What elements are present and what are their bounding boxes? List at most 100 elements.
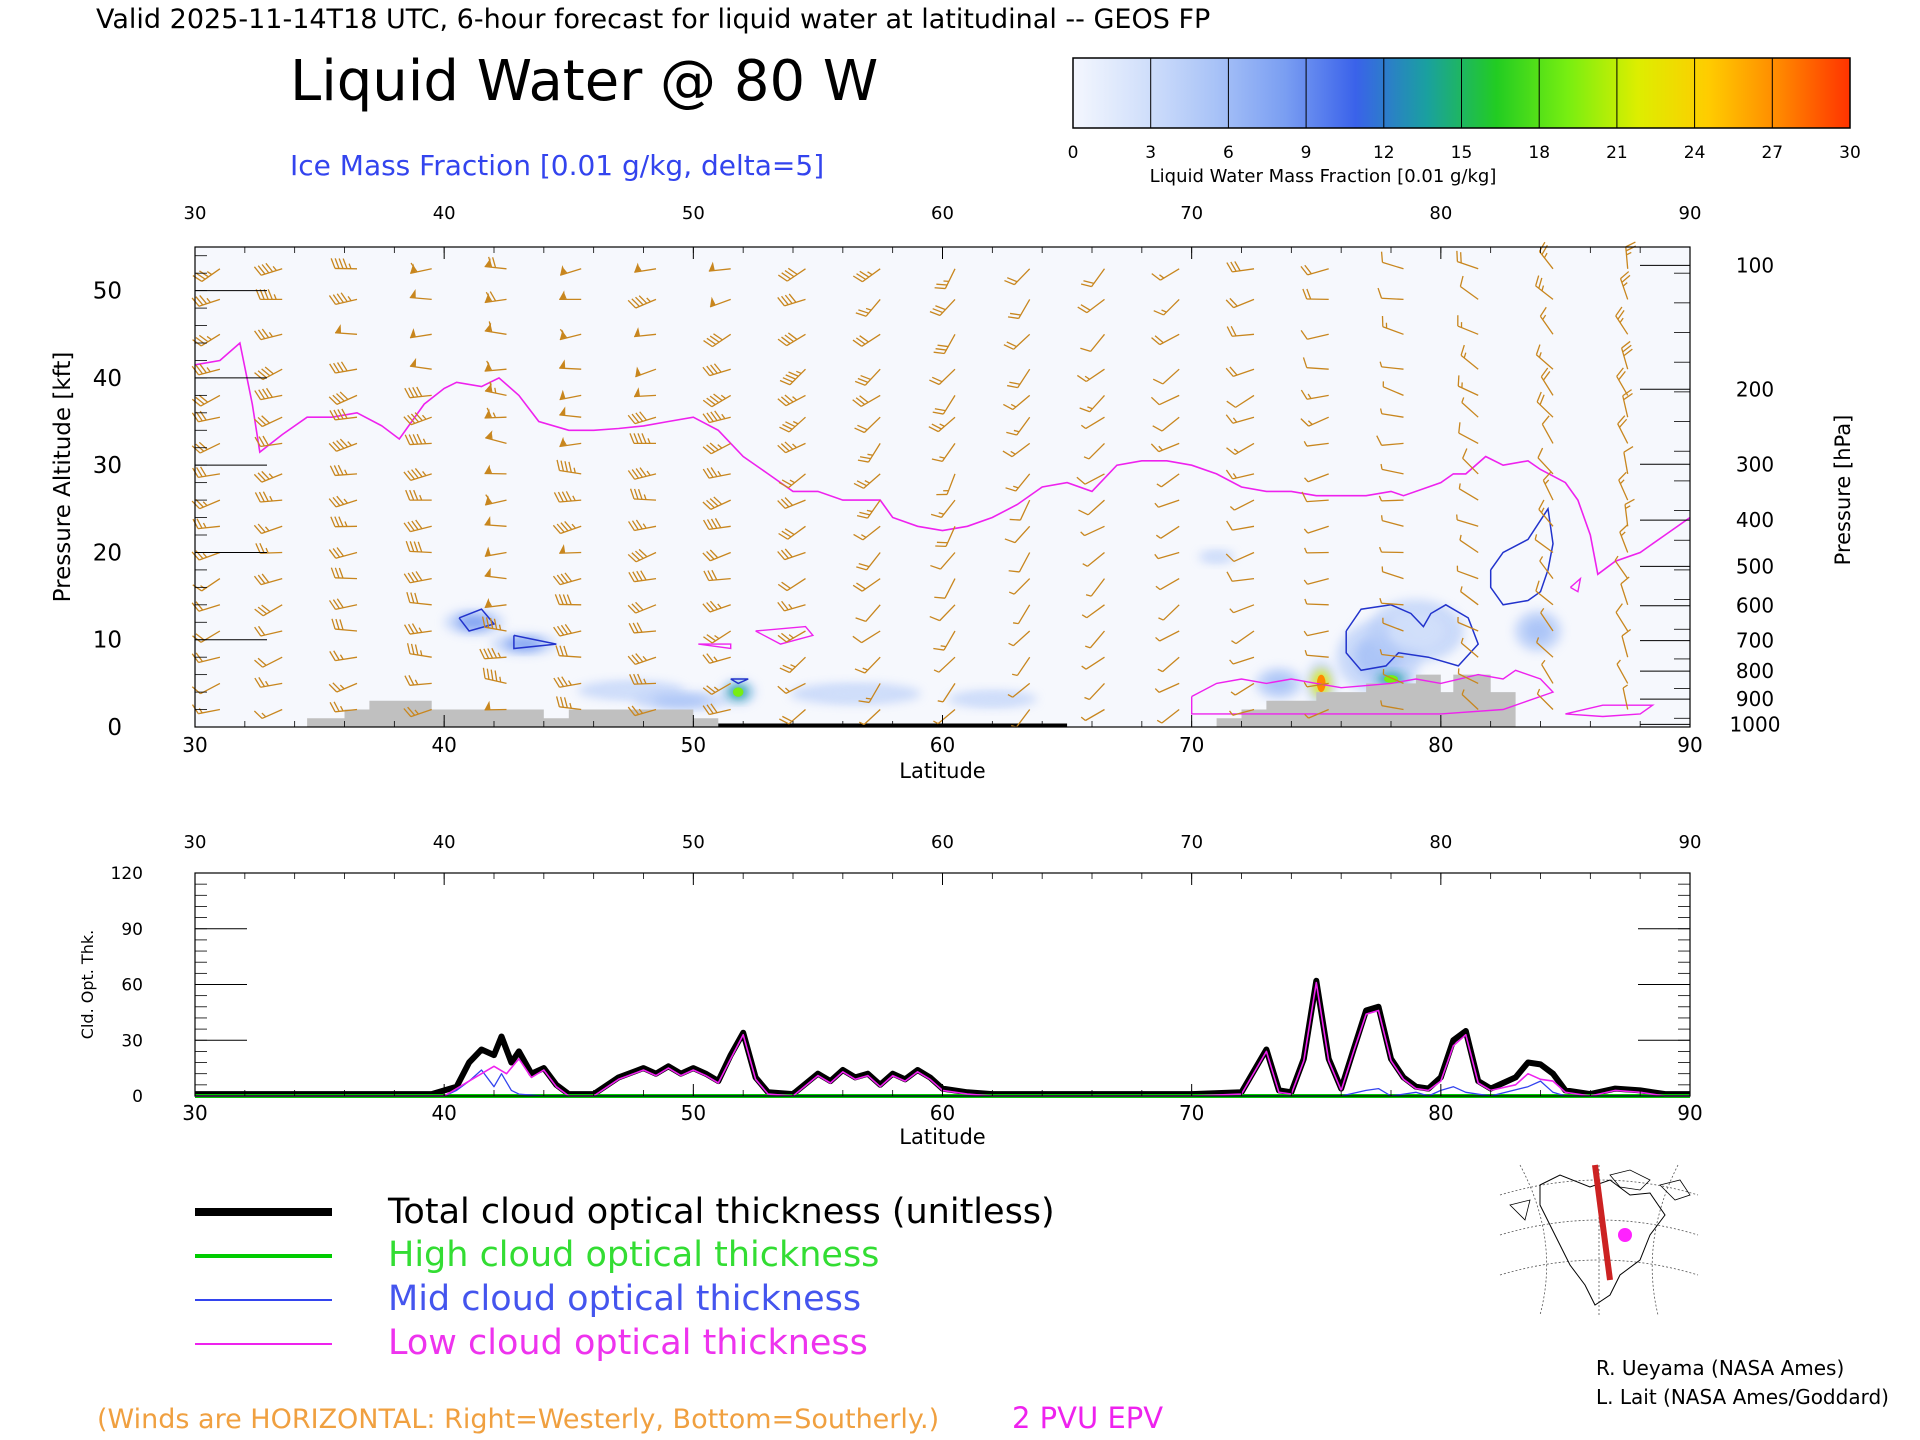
barb-flag	[557, 491, 564, 502]
barb-half	[347, 441, 352, 446]
wind-barb	[484, 464, 507, 475]
barb-half	[788, 604, 793, 610]
barb-shaft	[559, 551, 582, 554]
wind-barb	[1155, 630, 1180, 642]
barb-shaft	[484, 330, 507, 335]
barb-shaft	[1017, 604, 1031, 624]
wind-barb	[559, 389, 582, 401]
barb-flag	[262, 491, 269, 502]
barb-shaft	[1616, 663, 1629, 684]
barb-flag	[485, 617, 490, 629]
barb-half	[1083, 456, 1090, 460]
barb-half	[1381, 566, 1384, 572]
wind-barb	[928, 416, 956, 433]
barb-half	[1158, 445, 1163, 451]
barb-flag	[1300, 265, 1309, 276]
barb-flag	[562, 594, 568, 605]
wind-barb	[627, 601, 657, 614]
lower-x-tick-label: 70	[1179, 1101, 1204, 1125]
barb-flag	[257, 370, 267, 379]
barb-flag	[639, 467, 647, 477]
barb-pennant	[484, 292, 491, 303]
barb-flag	[328, 549, 337, 559]
barb-shaft	[1159, 578, 1180, 591]
barb-flag	[410, 592, 415, 604]
barb-pennant	[409, 357, 417, 367]
barb-shaft	[1307, 525, 1329, 534]
barb-flag	[784, 334, 794, 343]
barb-flag	[403, 573, 411, 584]
barb-flag	[338, 258, 344, 269]
wind-barb	[484, 597, 507, 609]
barb-flag	[858, 309, 869, 314]
wind-barb	[409, 288, 432, 301]
barb-half	[1622, 282, 1628, 287]
barb-flag	[702, 468, 710, 479]
wind-barb	[1080, 708, 1105, 722]
barb-half	[264, 526, 270, 532]
barb-flag	[414, 644, 419, 656]
barb-half	[865, 307, 872, 311]
barb-half	[1008, 591, 1015, 595]
barb-flag	[1226, 520, 1233, 531]
barb-flag	[932, 308, 943, 314]
barb-flag	[637, 488, 643, 500]
wind-barb	[1084, 682, 1105, 701]
colorbar-tick-label: 24	[1684, 143, 1706, 163]
lw-core	[599, 684, 663, 696]
barb-flag	[410, 413, 420, 423]
wind-barb	[1304, 649, 1329, 658]
barb-flag	[555, 696, 560, 707]
barb-flag	[340, 361, 348, 372]
barb-flag	[336, 293, 344, 303]
wind-barb	[405, 489, 432, 501]
wind-barb	[934, 268, 956, 290]
barb-pennant	[335, 324, 342, 334]
barb-flag	[784, 548, 793, 558]
wind-barb	[702, 653, 731, 664]
wind-barb	[479, 647, 507, 660]
barb-half	[1154, 553, 1159, 559]
barb-half	[1080, 716, 1086, 722]
barb-half	[1461, 689, 1465, 695]
wind-barb	[555, 696, 582, 711]
barb-flag	[409, 541, 415, 552]
barb-flag	[339, 619, 344, 630]
main-x-axis-label: Latitude	[899, 759, 985, 783]
wind-barb	[1622, 389, 1633, 418]
barb-flag	[332, 294, 340, 304]
barb-half	[1456, 514, 1458, 520]
barb-flag	[261, 415, 270, 424]
barb-flag	[491, 647, 498, 659]
wind-barb	[777, 548, 806, 561]
barb-flag	[1150, 443, 1160, 453]
barb-half	[1534, 534, 1538, 540]
barb-half	[717, 470, 722, 477]
wind-barb	[628, 519, 657, 532]
barb-pennant	[559, 436, 566, 447]
subtitle: Ice Mass Fraction [0.01 g/kg, delta=5]	[290, 149, 824, 182]
barb-half	[1304, 477, 1309, 483]
barb-shaft	[484, 265, 507, 270]
barb-flag	[333, 362, 340, 373]
wind-barb	[777, 630, 806, 643]
barb-flag	[703, 570, 710, 581]
barb-half	[419, 494, 423, 501]
barb-flag	[857, 459, 869, 463]
wind-barb	[1538, 499, 1554, 527]
barb-shaft	[484, 368, 507, 372]
colorbar-tick-label: 27	[1761, 143, 1783, 163]
wind-barb	[1456, 565, 1479, 580]
barb-half	[1385, 322, 1388, 329]
wind-barb	[857, 443, 881, 463]
wind-barb	[858, 683, 881, 704]
barb-flag	[1615, 306, 1623, 317]
barb-flag	[1302, 288, 1308, 300]
barb-flag	[1006, 341, 1017, 348]
wind-barb	[1300, 389, 1329, 400]
wind-barb	[1151, 268, 1180, 281]
barb-half	[1156, 719, 1163, 724]
barb-shaft	[1621, 635, 1629, 658]
barb-shaft	[1620, 583, 1629, 606]
wind-barb	[1625, 241, 1637, 269]
